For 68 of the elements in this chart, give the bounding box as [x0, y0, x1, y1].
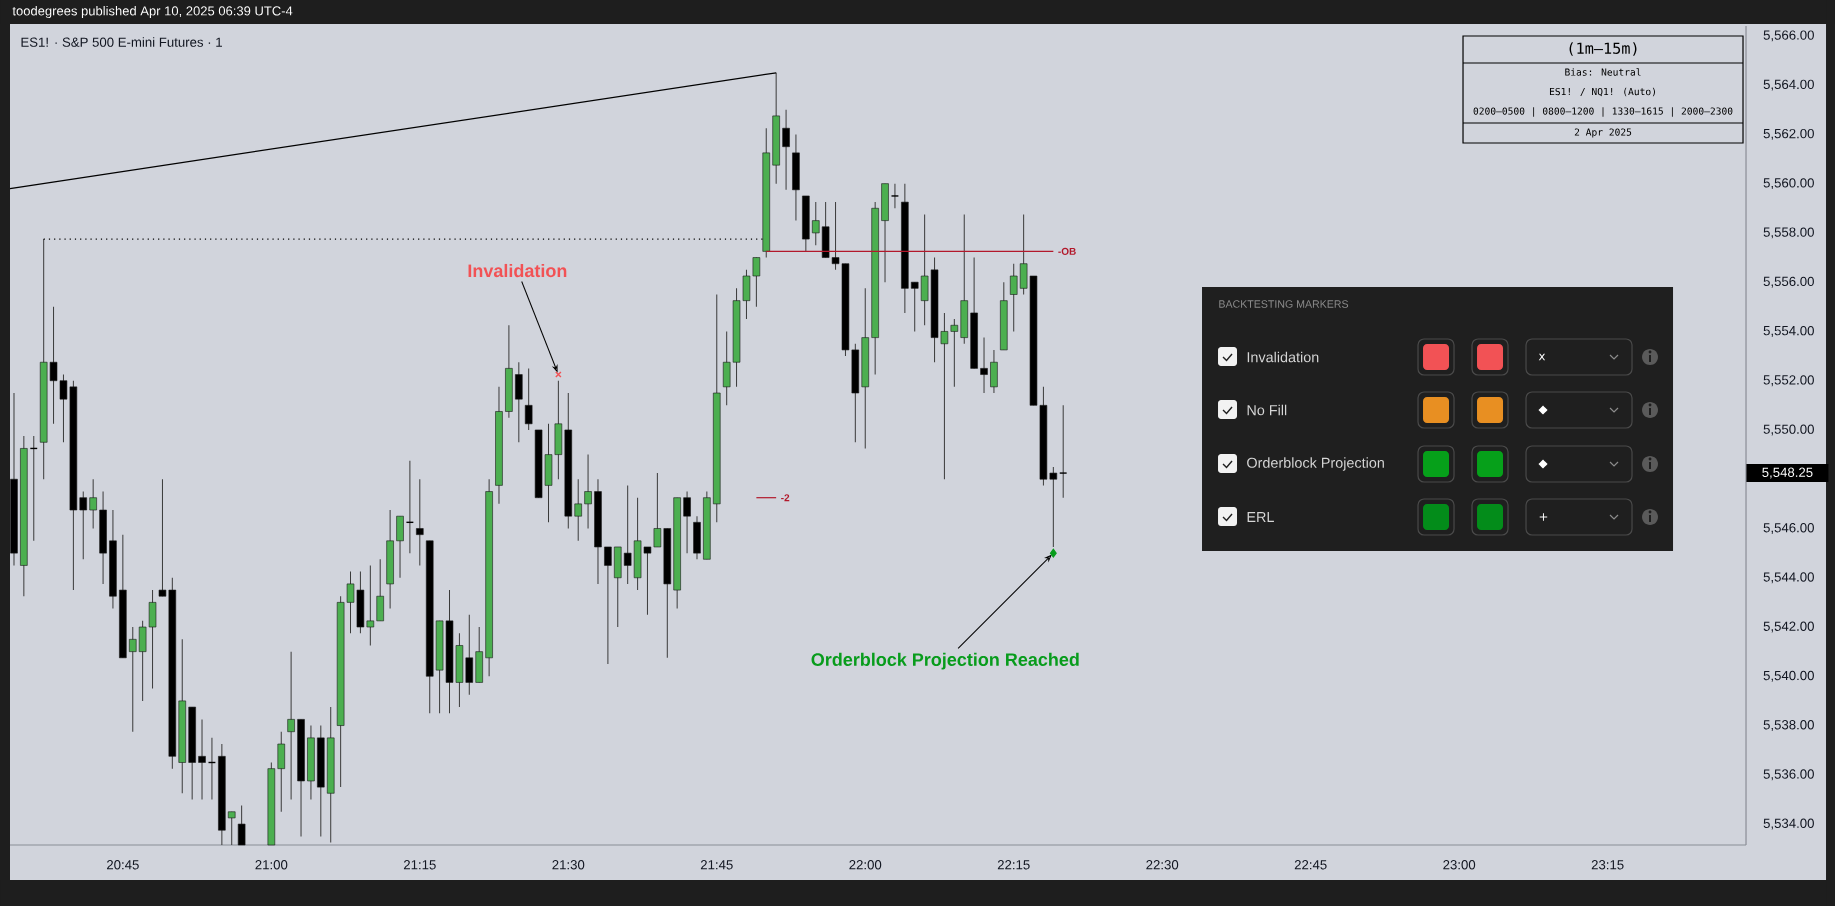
series-label: -2 — [781, 494, 790, 502]
y-tick-label: 5,540.00 — [1763, 670, 1814, 682]
x-tick-label: 22:15 — [997, 860, 1030, 870]
y-tick-label: 5,562.00 — [1763, 128, 1814, 140]
series-label: -OB — [1058, 247, 1076, 255]
y-tick-label: 5,556.00 — [1763, 276, 1814, 288]
annotation: ERL — [1247, 512, 1274, 522]
y-tick-label: 5,546.00 — [1763, 523, 1814, 534]
candlestick — [89, 478, 97, 529]
x-tick-label: 21:00 — [255, 860, 288, 870]
candlestick — [237, 805, 246, 846]
y-tick-label: 5,566.00 — [1763, 30, 1814, 42]
annotation: + — [1539, 513, 1548, 521]
annotation: Orderblock Projection Reached — [811, 652, 1079, 670]
x-tick-label: 21:45 — [700, 860, 733, 870]
candlestick — [287, 651, 295, 800]
annotation: Invalidation — [468, 263, 567, 278]
annotation: No Fill — [1247, 404, 1287, 416]
annotation: 2 Apr 2025 — [1574, 128, 1632, 138]
candlestick — [910, 281, 919, 332]
y-tick-label: 5,558.00 — [1763, 227, 1814, 239]
x-tick-label: 22:00 — [849, 860, 882, 870]
candlestick — [980, 337, 988, 394]
candlestick — [604, 546, 612, 665]
y-tick-label: 5,564.00 — [1763, 79, 1814, 91]
candlestick — [1009, 263, 1018, 332]
candlestick — [890, 183, 900, 209]
y-tick-label: 5,542.00 — [1763, 621, 1814, 633]
candlestick — [524, 367, 533, 431]
x-tick-label: 22:45 — [1294, 860, 1327, 870]
candlestick — [812, 201, 820, 246]
y-tick-label: 5,552.00 — [1763, 375, 1814, 387]
candlestick — [574, 478, 582, 542]
candlestick — [227, 811, 236, 846]
candlestick — [129, 626, 137, 733]
annotation: ◆ — [1538, 459, 1548, 469]
text: 5,548.25 — [1762, 467, 1813, 479]
y-tick-label: 5,534.00 — [1763, 818, 1814, 830]
candlestick — [1059, 404, 1068, 499]
y-tick-label: 5,538.00 — [1763, 720, 1814, 731]
x-tick-label: 21:15 — [403, 860, 436, 870]
candlestick — [683, 491, 691, 554]
annotation: ◆ — [1538, 405, 1548, 415]
text: toodegrees published Apr 10, 2025 06:39 UTC-4 — [12, 5, 293, 19]
annotation: (1m–15m) — [1569, 42, 1637, 56]
x-tick-label: 21:30 — [552, 860, 585, 870]
annotation: x — [1538, 353, 1546, 361]
y-tick-label: 5,560.00 — [1763, 178, 1814, 190]
x-tick-label: 23:00 — [1443, 860, 1476, 870]
y-tick-label: 5,554.00 — [1763, 325, 1814, 337]
candlestick — [584, 454, 592, 529]
annotation: 0200–0500 | 0800–1200 | 1330–1615 | 2000–2300 — [1473, 107, 1733, 117]
x-tick-label: 22:30 — [1146, 860, 1179, 870]
y-tick-label: 5,536.00 — [1763, 769, 1814, 781]
candlestick — [198, 718, 206, 800]
annotation: BACKTESTING MARKERS — [1219, 300, 1349, 308]
annotation: Bias: Neutral — [1565, 68, 1641, 76]
candlestick — [782, 109, 790, 191]
x-tick-label: 20:45 — [106, 860, 139, 870]
candlestick — [416, 478, 424, 566]
y-tick-label: 5,544.00 — [1763, 572, 1814, 584]
annotation: ES1! / NQ1! (Auto) — [1549, 87, 1655, 97]
annotation: Invalidation — [1247, 351, 1319, 363]
y-tick-label: 5,550.00 — [1763, 424, 1814, 436]
x-tick-label: 23:15 — [1591, 860, 1624, 870]
candlestick — [79, 491, 87, 560]
annotation: Orderblock Projection — [1247, 457, 1384, 471]
text: ES1! · S&P 500 E-mini Futures · 1 — [21, 37, 222, 47]
